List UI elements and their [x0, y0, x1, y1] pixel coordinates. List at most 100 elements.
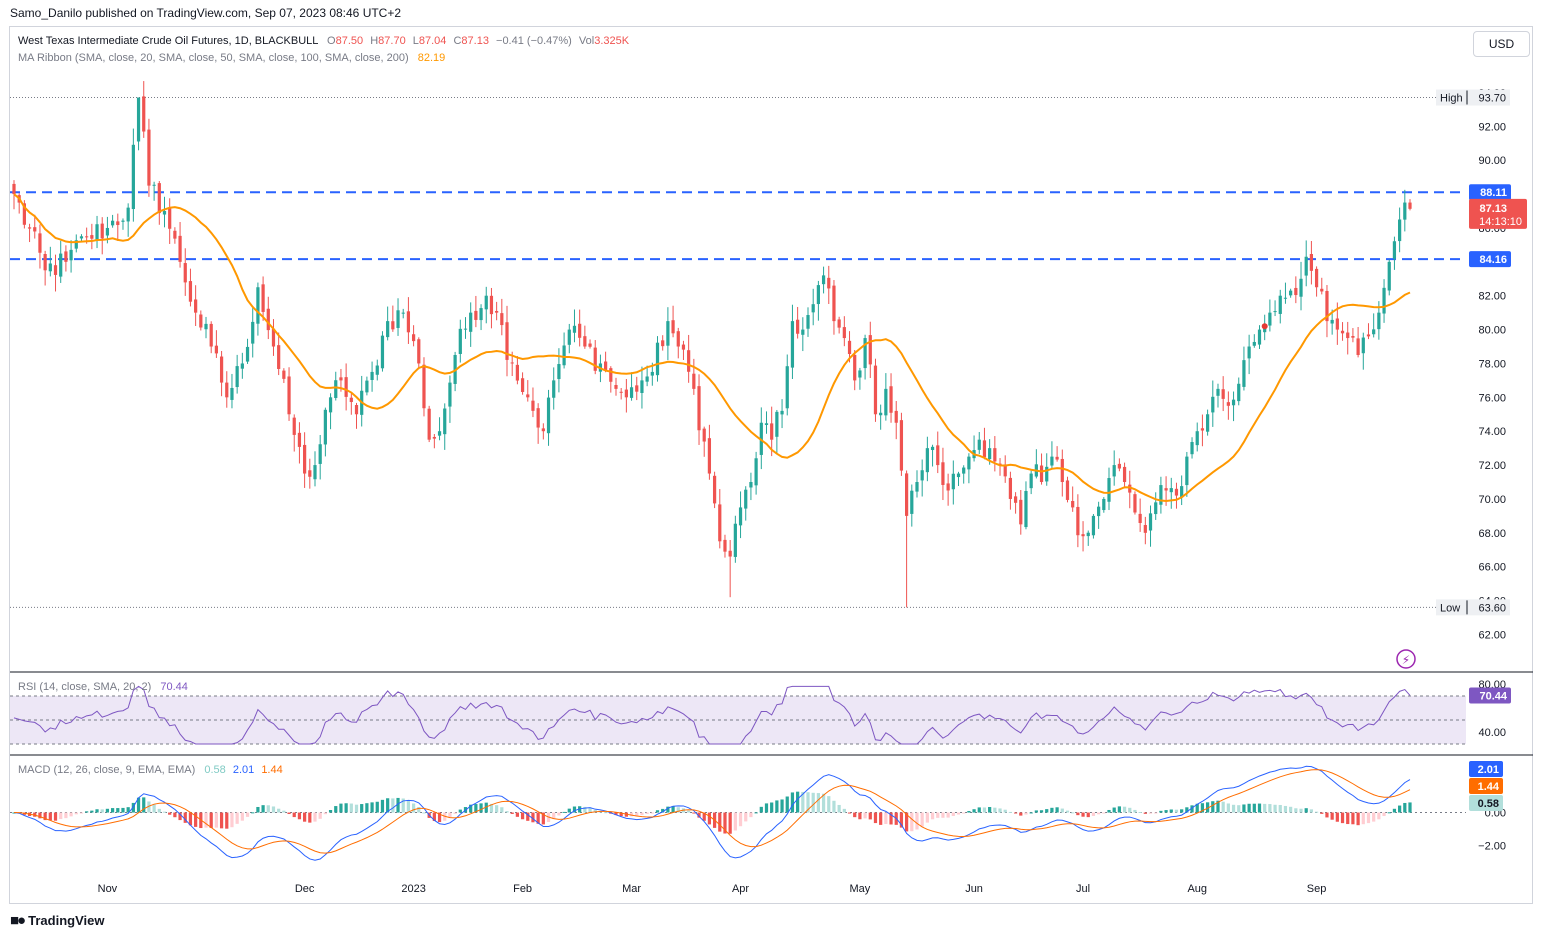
macd-histogram-bar	[1340, 812, 1345, 824]
macd-histogram-bar	[1361, 812, 1365, 825]
candle-body	[1050, 456, 1054, 466]
candle-body	[396, 310, 400, 328]
macd-histogram-bar	[1299, 808, 1303, 813]
candle-body	[261, 284, 265, 312]
macd-signal-line	[13, 769, 1411, 854]
candle-body	[173, 230, 177, 239]
candle-body	[588, 343, 592, 347]
candle-body	[629, 387, 634, 398]
candle-body	[707, 438, 712, 474]
candle-body	[967, 456, 971, 470]
macd-histogram-bar	[178, 812, 182, 821]
candle-body	[1211, 396, 1215, 413]
candle-body	[1309, 254, 1314, 271]
macd-histogram-bar	[915, 812, 919, 830]
macd-histogram-bar	[1309, 809, 1314, 813]
macd-histogram-bar	[967, 810, 971, 813]
macd-histogram-bar	[723, 812, 727, 834]
macd-histogram-bar	[1366, 812, 1371, 824]
macd-histogram-bar	[323, 812, 327, 815]
candle-body	[915, 482, 919, 492]
time-axis-label: 2023	[401, 883, 425, 895]
macd-histogram-bar	[899, 812, 904, 828]
macd-histogram-bar	[1252, 803, 1256, 813]
macd-histogram-bar	[277, 808, 281, 813]
candle-body	[645, 376, 649, 382]
candle-body	[1190, 442, 1194, 455]
macd-histogram-bar	[230, 812, 234, 828]
candle-body	[1102, 498, 1106, 511]
candle-body	[1242, 360, 1246, 387]
macd-histogram-bar	[827, 796, 831, 813]
price-tick-label: 68.00	[1478, 528, 1506, 540]
macd-histogram-bar	[946, 812, 950, 818]
price-tick-label: 66.00	[1478, 562, 1506, 574]
candle-body	[801, 329, 805, 335]
macd-histogram-bar	[676, 807, 680, 813]
macd-histogram-bar	[1039, 810, 1044, 813]
macd-histogram-bar	[1154, 812, 1158, 814]
candle-body	[738, 507, 743, 526]
macd-histogram-bar	[500, 807, 504, 813]
candle-body	[1180, 486, 1184, 498]
candle-body	[194, 299, 198, 313]
candle-body	[1205, 414, 1210, 432]
candle-body	[489, 295, 494, 315]
macd-histogram-bar	[308, 812, 312, 823]
ma-legend: MA Ribbon (SMA, close, 20, SMA, close, 5…	[18, 52, 445, 64]
macd-histogram-bar	[1403, 802, 1407, 813]
candle-body	[219, 356, 224, 383]
candle-body	[1060, 458, 1064, 483]
candle-body	[1273, 311, 1277, 313]
candle-body	[162, 211, 167, 215]
candle-body	[1013, 496, 1018, 503]
candle-body	[1340, 330, 1345, 334]
chart-frame	[9, 26, 1533, 904]
macd-histogram-bar	[650, 812, 654, 814]
candle-body	[1195, 431, 1199, 446]
macd-histogram-bar	[1398, 805, 1402, 813]
candle-body	[126, 207, 130, 222]
macd-histogram-bar	[1408, 802, 1412, 813]
tradingview-footer[interactable]: ■● TradingView	[10, 912, 104, 929]
macd-histogram-bar	[889, 812, 893, 825]
price-tick-label: 92.00	[1478, 121, 1506, 133]
candle-body	[681, 344, 686, 350]
candle-body	[1325, 290, 1329, 322]
candle-body	[1351, 336, 1355, 338]
candle-body	[380, 335, 385, 369]
level-label-box	[1469, 251, 1511, 268]
candle-body	[443, 408, 447, 435]
macd-histogram-bar	[770, 802, 774, 813]
macd-histogram-bar	[1211, 801, 1215, 813]
time-axis-label: Mar	[622, 883, 641, 895]
macd-histogram-bar	[1278, 804, 1282, 813]
macd-histogram-bar	[1045, 809, 1049, 813]
footer-brand: TradingView	[28, 913, 105, 928]
candle-body	[1252, 341, 1256, 346]
candle-body	[1299, 278, 1303, 297]
macd-histogram-bar	[1346, 812, 1350, 825]
high-badge-value: 93.70	[1478, 93, 1506, 105]
macd-histogram-bar	[422, 812, 426, 814]
candle-body	[437, 431, 442, 436]
macd-histogram-bar	[1159, 810, 1163, 813]
macd-histogram-bar	[1190, 805, 1194, 813]
macd-histogram-bar	[1216, 800, 1220, 813]
candle-body	[1320, 288, 1324, 292]
macd-histogram-bar	[1055, 807, 1059, 813]
macd-last-value: 1.44	[1478, 781, 1500, 793]
publisher-header: Samo_Danilo published on TradingView.com…	[10, 6, 402, 20]
candle-body	[209, 323, 213, 347]
candle-body	[879, 412, 883, 416]
candle-body	[635, 385, 639, 392]
macd-histogram-bar	[842, 808, 846, 813]
level-label: 88.11	[1480, 187, 1507, 199]
currency-button[interactable]: USD	[1473, 31, 1530, 57]
candle-body	[899, 420, 904, 471]
candle-body	[313, 465, 317, 480]
macd-histogram-bar	[375, 801, 379, 813]
candle-body	[432, 436, 436, 439]
candle-body	[1003, 464, 1007, 477]
